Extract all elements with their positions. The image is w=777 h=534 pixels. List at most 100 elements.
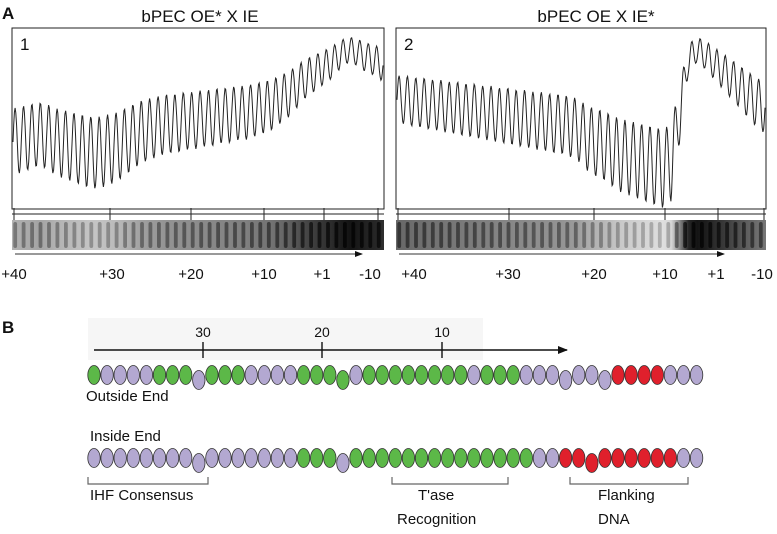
- sequence-bead: [218, 365, 232, 385]
- sequence-bead: [545, 365, 560, 385]
- gel-band: [224, 222, 229, 248]
- ruler-label-10: 10: [434, 324, 450, 340]
- sequence-bead: [231, 365, 245, 385]
- sequence-bead: [598, 448, 612, 468]
- tase-recognition-bracket-line: [391, 477, 509, 485]
- sequence-bead: [689, 448, 704, 468]
- trace-2-densitometry-line: [396, 37, 766, 208]
- sequence-bead: [192, 453, 206, 473]
- gel-band: [241, 222, 246, 248]
- gel-band: [275, 222, 280, 248]
- sequence-bead: [270, 365, 284, 385]
- gel-band: [515, 222, 519, 248]
- sequence-bead: [152, 448, 167, 468]
- trace-2-tick-label-minus10: -10: [751, 266, 773, 283]
- trace-2-tick-label-plus40: +40: [401, 266, 426, 283]
- gel-band: [376, 222, 381, 248]
- gel-band: [266, 222, 271, 248]
- sequence-bead: [611, 365, 625, 385]
- gel-band: [233, 222, 237, 248]
- gel-band: [708, 222, 713, 248]
- sequence-bead: [179, 365, 193, 385]
- gel-band: [666, 222, 671, 248]
- sequence-bead: [532, 448, 547, 468]
- sequence-bead: [205, 365, 219, 385]
- trace-panel-1: bPEC OE* X IE 1 +40 +30 +20 +10 +1 -10: [1, 7, 385, 283]
- trace-1-tick-label-plus10: +10: [251, 266, 276, 283]
- sequence-bead: [454, 448, 468, 468]
- sequence-bead: [572, 448, 586, 468]
- sequence-bead: [637, 448, 651, 468]
- gel-band: [716, 222, 721, 248]
- gel-band: [548, 222, 553, 248]
- gel-band: [351, 222, 356, 248]
- sequence-bead: [624, 365, 638, 385]
- sequence-bead: [323, 448, 337, 468]
- tase-recognition-label-line1: T'ase: [418, 487, 454, 504]
- sequence-bead: [218, 448, 232, 468]
- sequence-bead: [493, 365, 507, 385]
- gel-band: [758, 222, 763, 248]
- trace-1-tick-label-plus30: +30: [99, 266, 124, 283]
- trace-2-gel-lane: [396, 220, 766, 250]
- position-ruler: 30 20 10: [94, 324, 568, 358]
- sequence-bead: [441, 448, 455, 468]
- gel-band: [258, 222, 263, 248]
- sequence-bead: [388, 365, 402, 385]
- sequence-bead: [467, 365, 481, 385]
- sequence-bead: [296, 365, 311, 385]
- sequence-bead: [87, 448, 101, 468]
- tase-recognition-bracket: T'ase Recognition: [391, 477, 509, 528]
- gel-band: [140, 222, 144, 248]
- sequence-bead: [100, 365, 114, 385]
- sequence-bead: [624, 448, 638, 468]
- gel-band: [317, 222, 322, 248]
- sequence-bead: [113, 448, 127, 468]
- sequence-bead: [126, 448, 140, 468]
- sequence-bead: [480, 365, 494, 385]
- sequence-bead: [532, 365, 547, 385]
- sequence-bead: [310, 365, 324, 385]
- gel-band: [615, 222, 620, 248]
- trace-2-tick-labels: +40 +30 +20 +10 +1 -10: [401, 266, 773, 283]
- gel-band: [13, 222, 18, 248]
- ihf-consensus-bracket: IHF Consensus: [87, 477, 209, 504]
- gel-band: [742, 222, 746, 248]
- trace-1-number: 1: [20, 35, 29, 54]
- gel-band: [157, 222, 161, 248]
- gel-band: [599, 222, 603, 248]
- sequence-bead: [506, 448, 520, 468]
- gel-band: [414, 222, 418, 248]
- trace-1-tick-label-plus20: +20: [178, 266, 203, 283]
- sequence-bead: [558, 370, 573, 390]
- gel-band: [750, 222, 755, 248]
- sequence-bead: [414, 448, 429, 468]
- sequence-bead: [126, 365, 140, 385]
- trace-2-tick-label-plus10: +10: [652, 266, 677, 283]
- sequence-bead: [689, 365, 704, 385]
- sequence-bead: [441, 365, 455, 385]
- sequence-bead: [493, 448, 507, 468]
- gel-band: [250, 222, 254, 248]
- gel-band: [207, 222, 212, 248]
- gel-band: [397, 222, 402, 248]
- trace-1-tick-labels: +40 +30 +20 +10 +1 -10: [1, 266, 381, 283]
- sequence-bead: [310, 448, 324, 468]
- gel-band: [472, 222, 477, 248]
- gel-band: [565, 222, 570, 248]
- gel-band: [456, 222, 460, 248]
- sequence-bead: [427, 448, 442, 468]
- gel-band: [72, 222, 77, 248]
- sequence-bead: [467, 448, 481, 468]
- gel-band: [368, 222, 373, 248]
- gel-band: [464, 222, 469, 248]
- gel-band: [89, 222, 94, 248]
- outside-end-label: Outside End: [86, 388, 169, 405]
- sequence-bead: [139, 365, 153, 385]
- sequence-bead: [375, 448, 389, 468]
- panel-b-background: [88, 318, 483, 360]
- sequence-bead: [650, 448, 664, 468]
- gel-band: [632, 222, 637, 248]
- gel-band: [506, 222, 511, 248]
